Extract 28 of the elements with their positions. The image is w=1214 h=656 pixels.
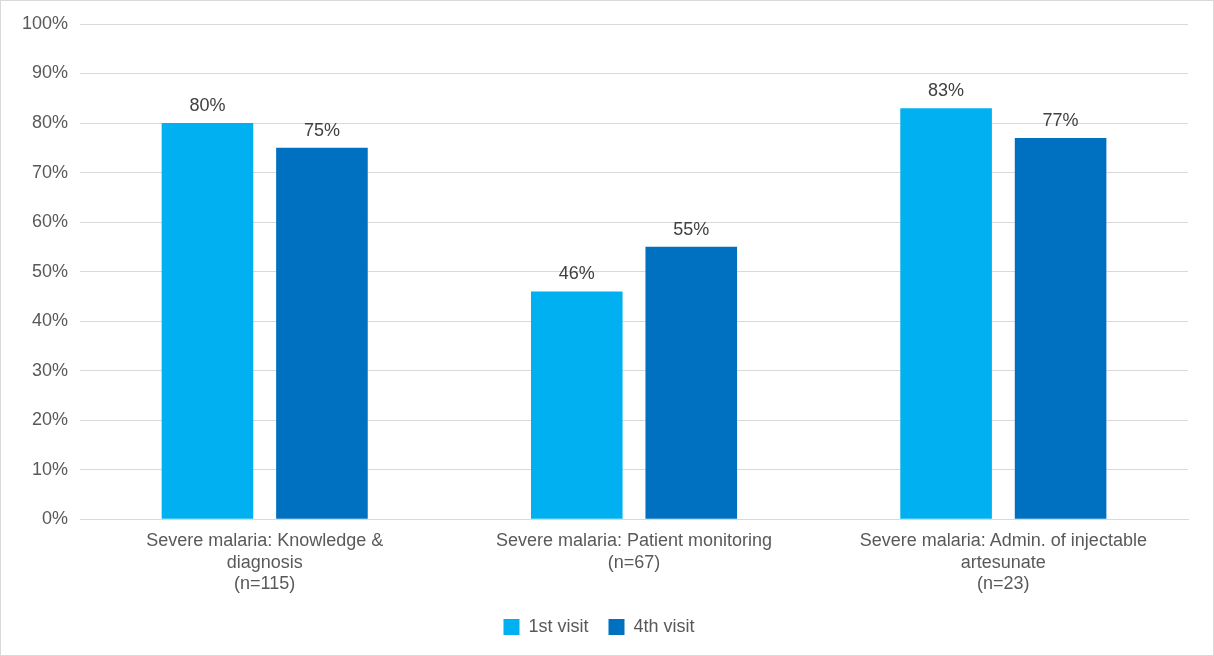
bar xyxy=(530,291,623,519)
y-tick-label: 90% xyxy=(32,62,69,83)
y-tick-label: 0% xyxy=(42,508,69,529)
data-label: 75% xyxy=(303,119,340,140)
y-tick-label: 60% xyxy=(32,211,69,232)
y-tick-label: 40% xyxy=(32,310,69,331)
x-tick-label: Severe malaria: Patient monitoring (n=67) xyxy=(495,529,773,572)
x-tick-label: Severe malaria: Admin. of injectable artesunate (n=23) xyxy=(859,529,1147,594)
bar xyxy=(645,246,738,519)
y-tick-label: 50% xyxy=(32,260,69,281)
bar xyxy=(1014,137,1107,519)
bar xyxy=(276,147,368,519)
data-label: 77% xyxy=(1042,109,1079,130)
y-tick-label: 20% xyxy=(32,409,69,430)
y-tick-label: 80% xyxy=(32,112,69,133)
data-label: 83% xyxy=(928,80,965,101)
data-label: 80% xyxy=(189,95,226,116)
legend-label: 4th visit xyxy=(633,615,695,636)
bar xyxy=(161,123,254,519)
x-tick-label: Severe malaria: Knowledge & diagnosis (n=115) xyxy=(146,529,384,594)
bar xyxy=(900,108,992,519)
y-tick-label: 30% xyxy=(32,359,69,380)
data-label: 55% xyxy=(673,218,710,239)
data-label: 46% xyxy=(558,263,595,284)
y-tick-label: 70% xyxy=(32,161,69,182)
y-tick-label: 100% xyxy=(21,12,69,33)
y-tick-label: 10% xyxy=(32,458,69,479)
legend-label: 1st visit xyxy=(528,615,589,636)
